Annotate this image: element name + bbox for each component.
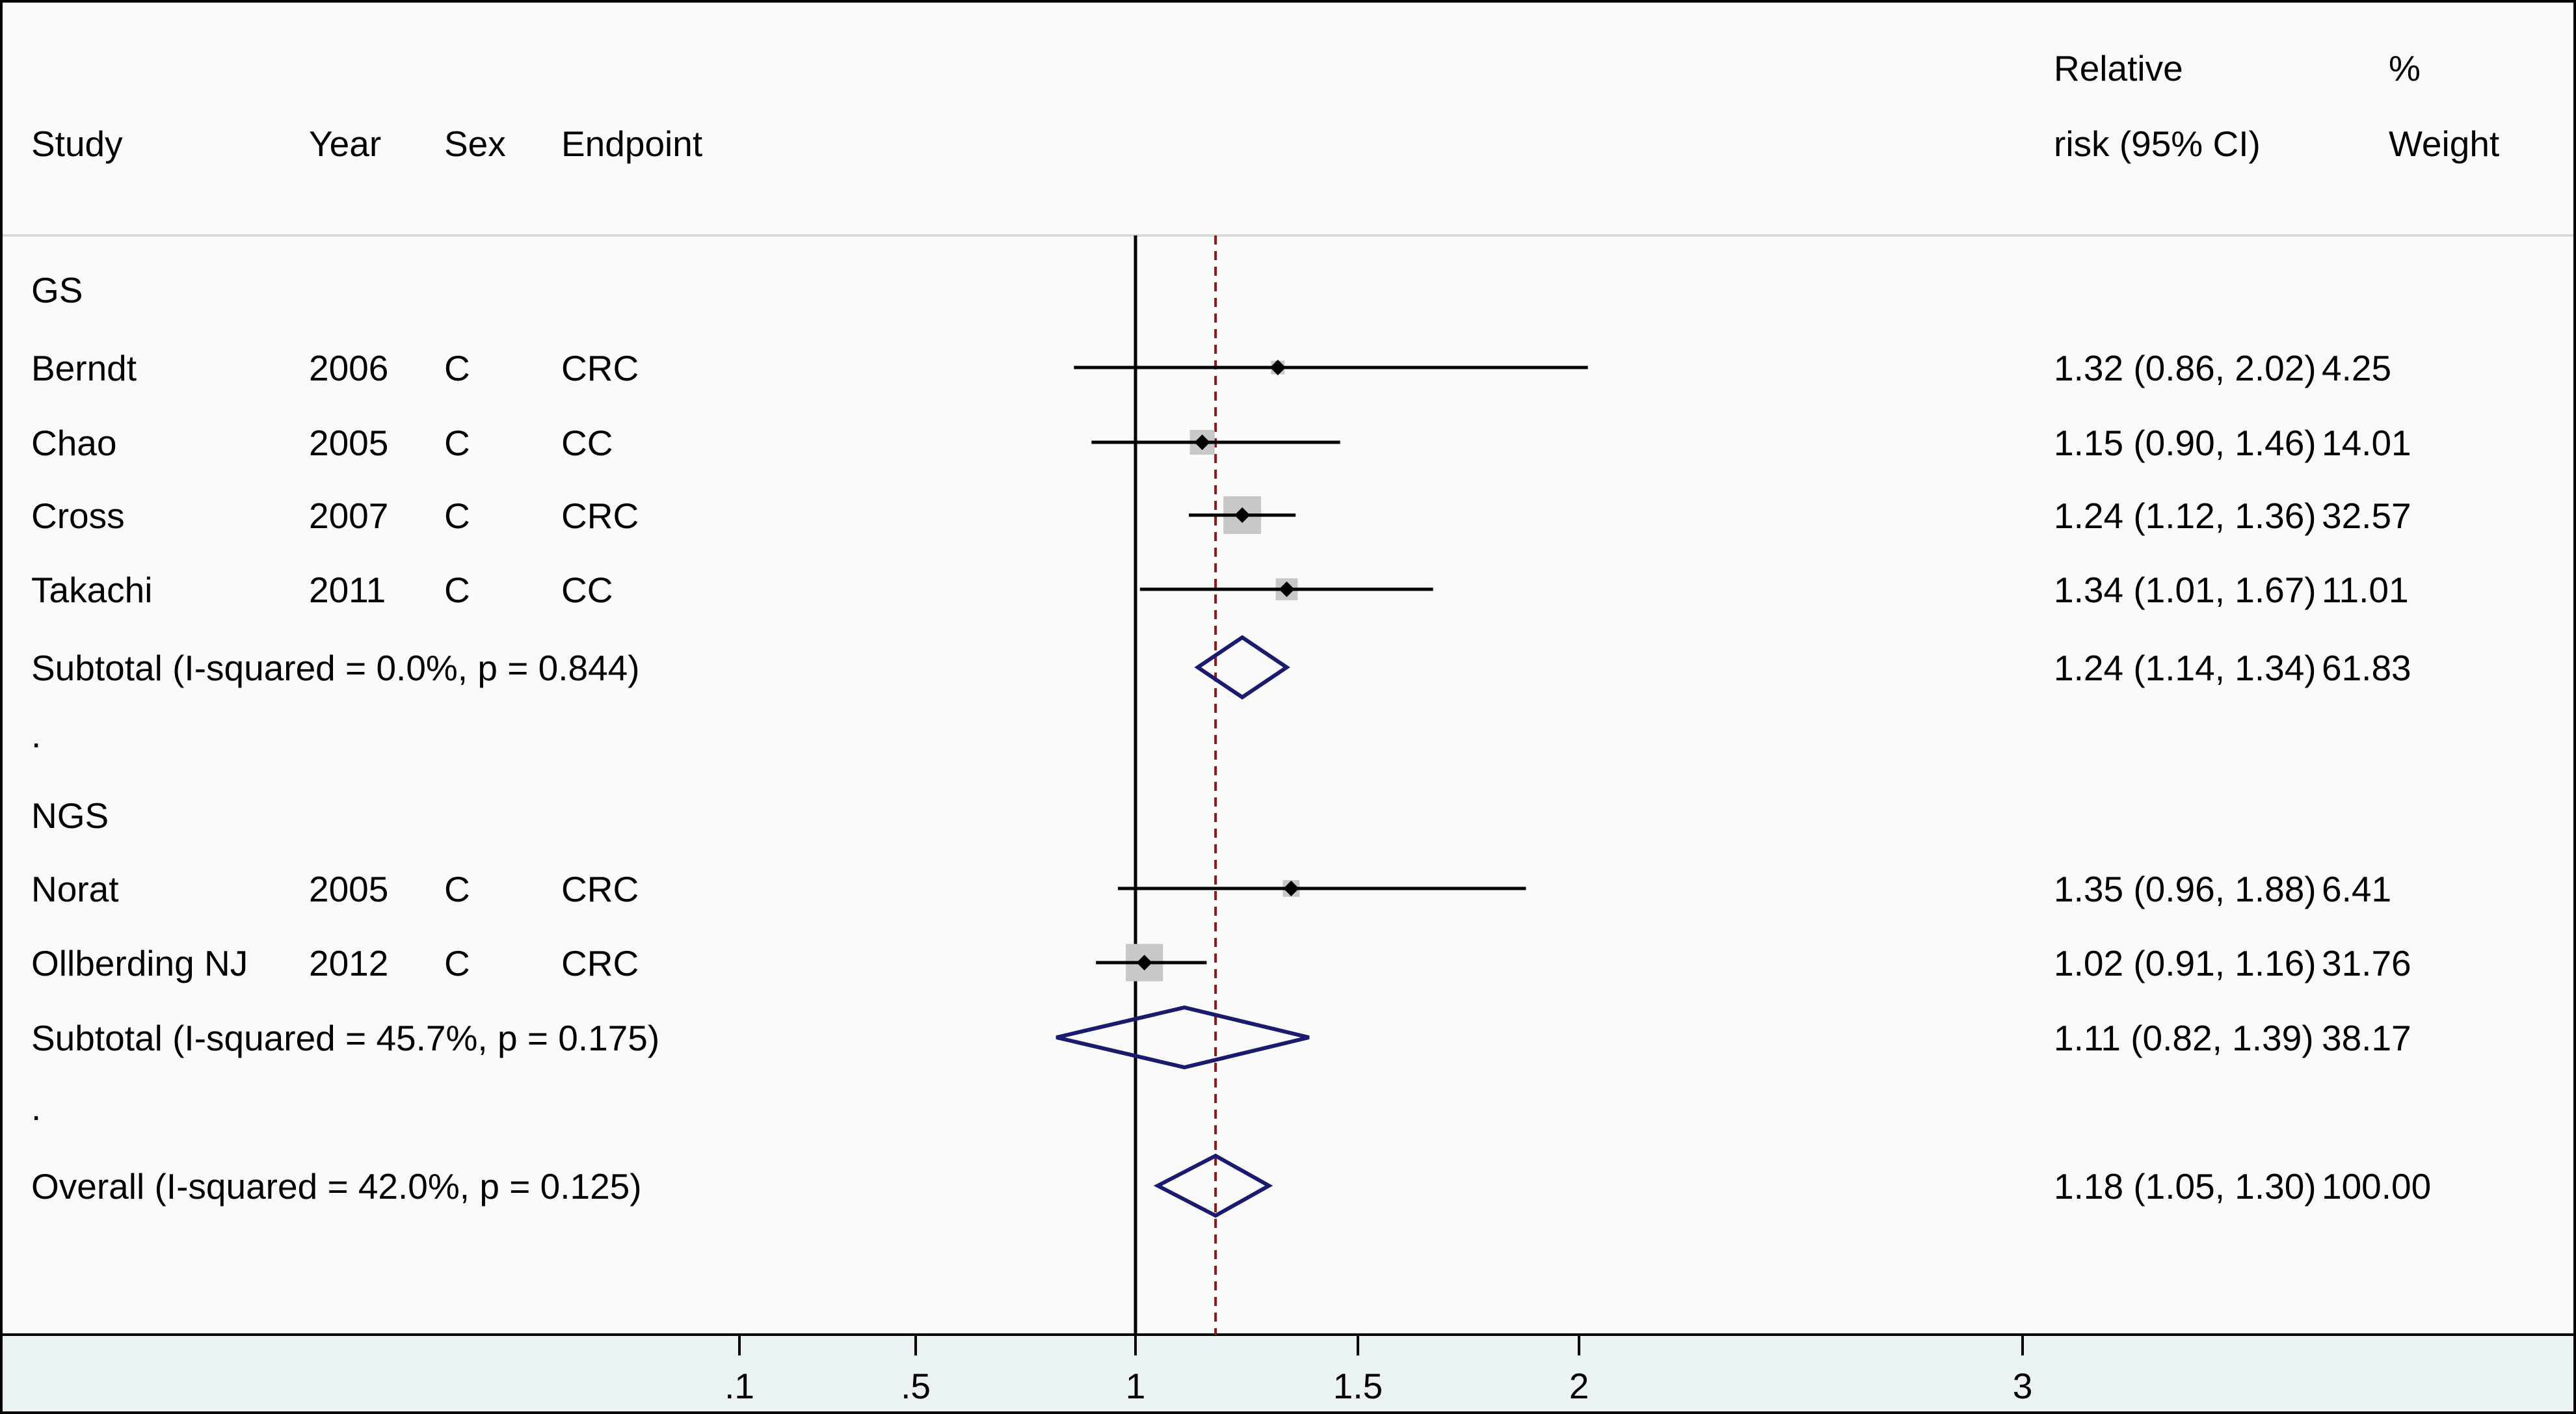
weight-value: 14.01 bbox=[2322, 423, 2411, 463]
study-name: Chao bbox=[31, 423, 116, 463]
study-sex: C bbox=[444, 943, 470, 983]
study-endpoint: CRC bbox=[561, 496, 639, 536]
rr-ci-value: 1.15 (0.90, 1.46) bbox=[2054, 423, 2317, 463]
study-year: 2011 bbox=[309, 570, 386, 610]
study-name: Norat bbox=[31, 869, 119, 909]
group-row: NGS bbox=[31, 795, 109, 836]
study-year: 2007 bbox=[309, 496, 388, 536]
rr-ci-value: 1.34 (1.01, 1.67) bbox=[2054, 570, 2317, 610]
header-sex: Sex bbox=[444, 124, 506, 164]
weight-value: 32.57 bbox=[2322, 496, 2411, 536]
spacer-row: . bbox=[31, 1087, 41, 1128]
x-tick-label: 1.5 bbox=[1333, 1366, 1383, 1406]
x-tick-label: 1 bbox=[1126, 1366, 1146, 1406]
group-label: NGS bbox=[31, 795, 109, 836]
study-year: 2005 bbox=[309, 869, 388, 909]
study-sex: C bbox=[444, 570, 470, 610]
point-estimate bbox=[1234, 507, 1251, 523]
axis-band bbox=[1, 1335, 2575, 1413]
subtotal-row: Subtotal (I-squared = 0.0%, p = 0.844) 1.… bbox=[31, 635, 2411, 700]
subtotal-row: Subtotal (I-squared = 45.7%, p = 0.175) 1… bbox=[31, 1005, 2411, 1070]
header-percent: % bbox=[2389, 48, 2421, 88]
header-rr-ci: risk (95% CI) bbox=[2054, 124, 2261, 164]
header-study: Study bbox=[31, 124, 123, 164]
study-sex: C bbox=[444, 496, 470, 536]
study-name: Takachi bbox=[31, 570, 152, 610]
study-name: Cross bbox=[31, 496, 125, 536]
study-endpoint: CRC bbox=[561, 869, 639, 909]
pooled-diamond bbox=[1056, 1005, 1310, 1070]
weight-value: 4.25 bbox=[2322, 348, 2391, 388]
study-row: Cross 2007 C CRC 1.24 (1.12, 1.36) 32.57 bbox=[31, 496, 2411, 536]
x-tick-label: .1 bbox=[724, 1366, 754, 1406]
overall-label: Overall (I-squared = 42.0%, p = 0.125) bbox=[31, 1166, 642, 1207]
header-relative: Relative bbox=[2054, 48, 2183, 88]
header-year: Year bbox=[309, 124, 381, 164]
point-estimate bbox=[1279, 581, 1295, 597]
x-tick-label: .5 bbox=[901, 1366, 931, 1406]
group-label: GS bbox=[31, 270, 83, 310]
x-tick-label: 2 bbox=[1569, 1366, 1589, 1406]
study-row: Norat 2005 C CRC 1.35 (0.96, 1.88) 6.41 bbox=[31, 869, 2391, 909]
study-row: Chao 2005 C CC 1.15 (0.90, 1.46) 14.01 bbox=[31, 423, 2411, 463]
rr-ci-value: 1.24 (1.14, 1.34) bbox=[2054, 648, 2317, 688]
spacer-dot: . bbox=[31, 1087, 41, 1128]
rr-ci-value: 1.24 (1.12, 1.36) bbox=[2054, 496, 2317, 536]
row-layer: GS Berndt 2006 C CRC 1.32 (0.86, 2.02) 4.25 Cha… bbox=[31, 235, 2431, 1335]
spacer-row: . bbox=[31, 715, 41, 755]
rr-ci-value: 1.02 (0.91, 1.16) bbox=[2054, 943, 2317, 983]
subtotal-label: Subtotal (I-squared = 45.7%, p = 0.175) bbox=[31, 1018, 659, 1058]
study-endpoint: CRC bbox=[561, 348, 639, 388]
header-weight: Weight bbox=[2389, 124, 2499, 164]
study-row: Takachi 2011 C CC 1.34 (1.01, 1.67) 11.01 bbox=[31, 570, 2409, 610]
subtotal-label: Subtotal (I-squared = 0.0%, p = 0.844) bbox=[31, 648, 640, 688]
study-sex: C bbox=[444, 423, 470, 463]
study-name: Ollberding NJ bbox=[31, 943, 248, 983]
rr-ci-value: 1.32 (0.86, 2.02) bbox=[2054, 348, 2317, 388]
weight-value: 6.41 bbox=[2322, 869, 2391, 909]
study-endpoint: CC bbox=[561, 423, 613, 463]
weight-value: 38.17 bbox=[2322, 1018, 2411, 1058]
pooled-diamond bbox=[1153, 1153, 1273, 1218]
study-sex: C bbox=[444, 869, 470, 909]
study-row: Berndt 2006 C CRC 1.32 (0.86, 2.02) 4.25 bbox=[31, 348, 2391, 388]
spacer-dot: . bbox=[31, 715, 41, 755]
point-estimate bbox=[1136, 955, 1152, 970]
weight-value: 100.00 bbox=[2322, 1166, 2431, 1207]
study-name: Berndt bbox=[31, 348, 137, 388]
point-estimate bbox=[1283, 881, 1299, 896]
weight-value: 11.01 bbox=[2322, 570, 2409, 610]
study-year: 2006 bbox=[309, 348, 388, 388]
x-tick-label: 3 bbox=[2013, 1366, 2033, 1406]
group-row: GS bbox=[31, 270, 83, 310]
study-row: Ollberding NJ 2012 C CRC 1.02 (0.91, 1.16) 31… bbox=[31, 943, 2411, 983]
study-sex: C bbox=[444, 348, 470, 388]
tick-layer: .1 .5 1 1.5 2 3 bbox=[724, 1335, 2032, 1406]
overall-row: Overall (I-squared = 42.0%, p = 0.125) 1.… bbox=[31, 1153, 2431, 1218]
study-year: 2005 bbox=[309, 423, 388, 463]
weight-value: 31.76 bbox=[2322, 943, 2411, 983]
weight-value: 61.83 bbox=[2322, 648, 2411, 688]
header-endpoint: Endpoint bbox=[561, 124, 702, 164]
study-endpoint: CC bbox=[561, 570, 613, 610]
pooled-diamond bbox=[1194, 635, 1290, 700]
rr-ci-value: 1.35 (0.96, 1.88) bbox=[2054, 869, 2317, 909]
rr-ci-value: 1.18 (1.05, 1.30) bbox=[2054, 1166, 2317, 1207]
rr-ci-value: 1.11 (0.82, 1.39) bbox=[2054, 1018, 2314, 1058]
point-estimate bbox=[1269, 360, 1286, 375]
study-year: 2012 bbox=[309, 943, 388, 983]
point-estimate bbox=[1194, 434, 1210, 450]
study-endpoint: CRC bbox=[561, 943, 639, 983]
